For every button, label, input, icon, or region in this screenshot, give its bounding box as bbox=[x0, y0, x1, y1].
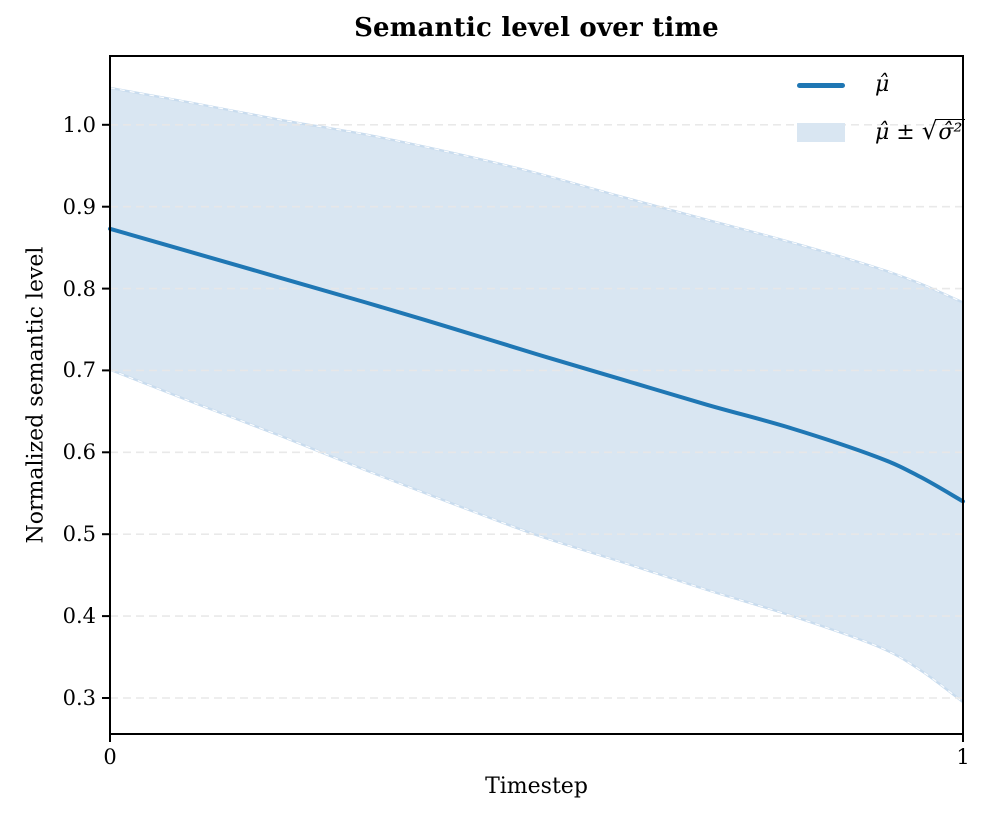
mu-line bbox=[108, 226, 965, 504]
chart-title: Semantic level over time bbox=[354, 13, 719, 43]
legend: μ̂ μ̂ ± √σ̂² bbox=[797, 70, 966, 148]
band-upper-edge-dash bbox=[109, 87, 964, 304]
y-tick-label-0.9: 0.9 bbox=[62, 194, 96, 219]
sqrt-radical: √ bbox=[921, 116, 938, 145]
y-tick-label-0.3: 0.3 bbox=[62, 685, 96, 710]
axes-layer bbox=[102, 55, 964, 742]
y-tick-label-0.5: 0.5 bbox=[62, 522, 96, 547]
y-tick-label-0.4: 0.4 bbox=[62, 604, 96, 629]
legend-patch-swatch bbox=[797, 122, 845, 142]
legend-label-band: μ̂ ± √σ̂² bbox=[875, 116, 966, 148]
legend-label-mu: μ̂ bbox=[875, 72, 890, 97]
legend-band-prefix: μ̂ ± bbox=[875, 120, 922, 145]
y-tick-label-0.8: 0.8 bbox=[62, 276, 96, 301]
x-tick-label-0: 0 bbox=[103, 745, 117, 769]
legend-item-band: μ̂ ± √σ̂² bbox=[797, 116, 966, 148]
axes-spines bbox=[109, 55, 964, 735]
legend-line-swatch bbox=[797, 82, 845, 88]
sqrt-radicand: σ̂² bbox=[937, 119, 966, 145]
y-tick-label-1.0: 1.0 bbox=[62, 112, 96, 137]
x-tick-label-1: 1 bbox=[956, 745, 970, 769]
band-lower-edge-dash bbox=[109, 369, 964, 703]
y-tick-label-0.7: 0.7 bbox=[62, 358, 96, 383]
legend-item-mu: μ̂ bbox=[797, 70, 965, 100]
line-layer bbox=[108, 226, 965, 504]
x-axis-label: Timestep bbox=[485, 774, 588, 799]
band-layer bbox=[109, 86, 964, 704]
uncertainty-band bbox=[110, 87, 963, 703]
y-tick-label-0.6: 0.6 bbox=[62, 440, 96, 465]
